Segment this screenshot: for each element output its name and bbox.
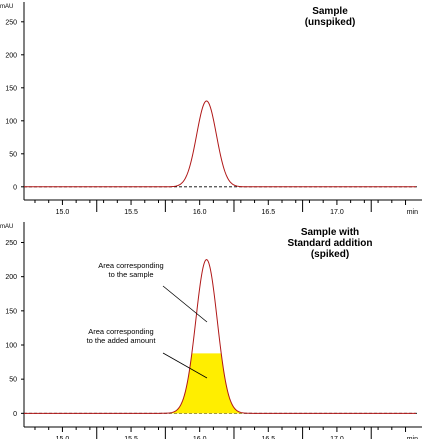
annotation-pointer bbox=[162, 285, 208, 323]
y-tick-label: 250 bbox=[5, 240, 17, 247]
y-tick-label: 50 bbox=[9, 377, 17, 384]
x-tick-label: 15.0 bbox=[56, 436, 70, 439]
signal-trace bbox=[24, 100, 416, 188]
y-tick-label: 250 bbox=[5, 19, 17, 26]
annotation-line: Area corresponding bbox=[98, 261, 163, 270]
x-tick-label: 17.0 bbox=[330, 209, 344, 216]
panel-title-line: Sample with bbox=[301, 227, 359, 238]
chart-panel-1: mAU 0 50 100 150 200 250 15.0 15.5 16.0 16.5 17.0 mi… bbox=[0, 2, 422, 216]
y-tick-label: 0 bbox=[13, 411, 17, 418]
x-tick-label: 17.0 bbox=[330, 436, 344, 439]
annotation-line: to the added amount bbox=[87, 336, 157, 345]
annotation-line: Area corresponding bbox=[88, 327, 153, 336]
chart-panel-2: mAU 0 50 100 150 200 250 15.0 15.5 16.0 16.5 17.0 mi… bbox=[0, 222, 422, 439]
panel-title-line: (unspiked) bbox=[305, 17, 356, 28]
y-tick-label: 100 bbox=[5, 118, 17, 125]
y-tick-label: 150 bbox=[5, 308, 17, 315]
added-amount-area bbox=[153, 353, 261, 414]
panel-title-line: Standard addition bbox=[288, 238, 373, 249]
y-tick-label: 100 bbox=[5, 343, 17, 350]
panel-title: Sample (unspiked) bbox=[305, 6, 356, 28]
y-tick-label: 50 bbox=[9, 151, 17, 158]
x-axis-label: min bbox=[407, 436, 418, 439]
y-tick-label: 200 bbox=[5, 52, 17, 59]
panel-title-line: Sample bbox=[312, 6, 348, 17]
x-tick-label: 16.5 bbox=[261, 209, 275, 216]
x-tick-label: 16.5 bbox=[261, 436, 275, 439]
annotation-pointer bbox=[162, 352, 208, 379]
y-tick-label: 150 bbox=[5, 85, 17, 92]
panel-title-line: (spiked) bbox=[311, 249, 349, 260]
x-tick-label: 16.0 bbox=[193, 209, 207, 216]
y-axis-label: mAU bbox=[0, 4, 13, 10]
panel-title: Sample with Standard addition (spiked) bbox=[288, 227, 373, 260]
annotation-line: to the sample bbox=[108, 270, 153, 279]
signal-trace bbox=[24, 259, 416, 414]
annotation: Area corresponding to the added amount bbox=[87, 327, 157, 345]
x-tick-label: 15.5 bbox=[124, 436, 138, 439]
y-axis-label: mAU bbox=[0, 224, 13, 230]
y-tick-label: 200 bbox=[5, 274, 17, 281]
x-tick-label: 15.5 bbox=[124, 209, 138, 216]
x-tick-label: 16.0 bbox=[193, 436, 207, 439]
y-tick-label: 0 bbox=[13, 184, 17, 191]
annotation: Area corresponding to the sample bbox=[98, 261, 163, 279]
x-axis-label: min bbox=[407, 209, 418, 216]
x-tick-label: 15.0 bbox=[56, 209, 70, 216]
